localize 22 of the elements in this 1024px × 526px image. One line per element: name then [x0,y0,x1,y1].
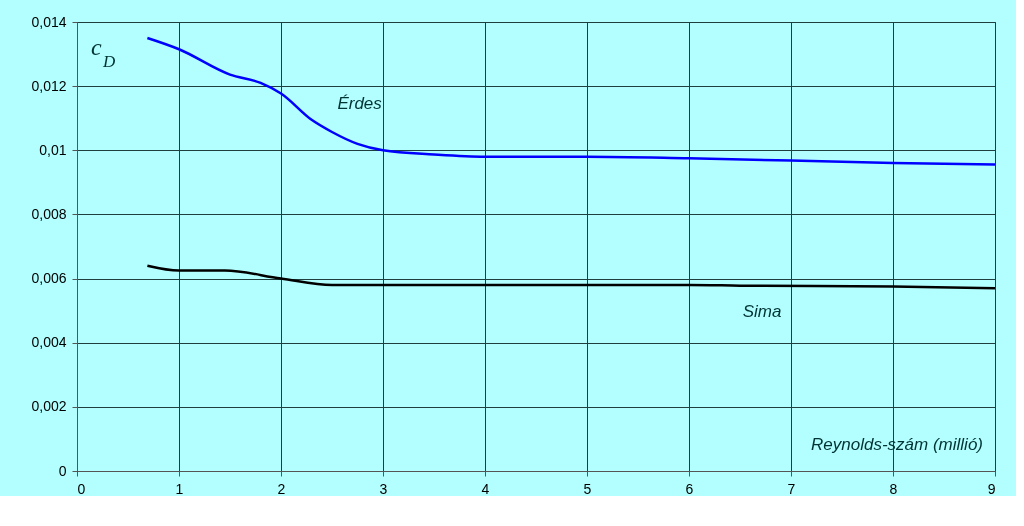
x-tick-label: 1 [175,480,184,497]
x-tick-label: 8 [889,480,898,497]
x-tick-label: 4 [481,480,490,497]
series-label: Érdes [337,93,383,113]
line-series [146,264,997,290]
x-tick-label: 7 [787,480,796,497]
x-tick-label: 5 [583,480,592,497]
y-tick-label: 0,008 [31,205,67,222]
x-tick-label: 6 [685,480,694,497]
y-tick-label: 0,012 [31,77,67,94]
y-tick-label: 0,01 [39,141,67,158]
y-tick-label: 0,004 [31,334,67,351]
y-tick-label: 0,014 [31,13,67,30]
y-tick-label: 0 [58,462,67,479]
x-tick-label: 2 [277,480,286,497]
line-series [146,36,997,166]
x-tick-label: 3 [379,480,388,497]
series-label: Sima [742,301,782,321]
x-tick-label: 9 [987,480,996,497]
x-tick-label: 0 [77,480,86,497]
y-tick-label: 0,006 [31,270,67,287]
y-tick-label: 0,002 [31,398,67,415]
